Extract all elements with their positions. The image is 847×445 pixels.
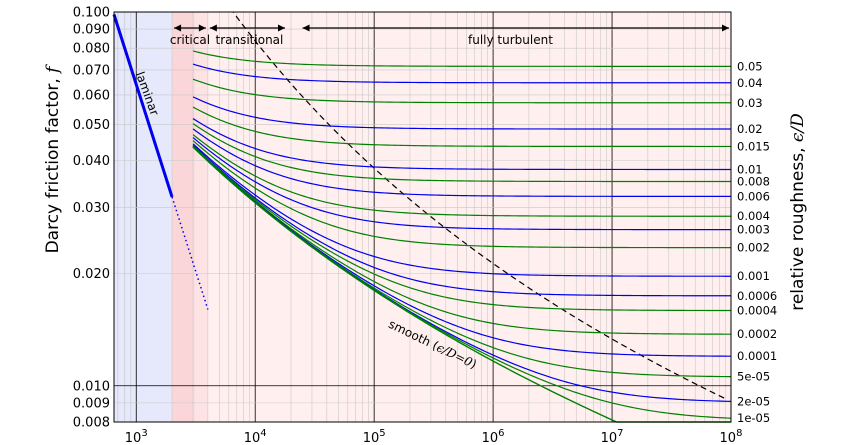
roughness-label: 0.015 xyxy=(737,139,770,153)
x-tick-label: 108 xyxy=(720,428,743,445)
laminar-extension xyxy=(171,196,209,310)
y-tick-label: 0.030 xyxy=(73,201,110,216)
y-tick-label: 0.008 xyxy=(73,416,110,431)
y-tick-label: 0.009 xyxy=(73,396,110,411)
x-tick-label: 103 xyxy=(125,428,148,445)
series-line xyxy=(192,143,731,277)
roughness-label: 0.001 xyxy=(737,269,770,283)
y-tick-label: 0.100 xyxy=(73,6,110,21)
series-line xyxy=(192,140,731,249)
turbulence-boundary xyxy=(232,11,725,399)
roughness-label: 0.04 xyxy=(737,76,763,90)
roughness-label: 0.01 xyxy=(737,162,763,176)
roughness-label: 0.008 xyxy=(737,175,770,189)
series-line xyxy=(192,134,731,217)
fully-turbulent-arrow-head-right xyxy=(722,24,729,32)
series-line xyxy=(192,144,731,297)
transitional-arrow-head-left xyxy=(209,24,217,32)
roughness-label: 0.0001 xyxy=(737,349,777,363)
fully-turbulent-label: fully turbulent xyxy=(468,33,553,47)
laminar-curve xyxy=(112,14,209,310)
y-tick-label: 0.020 xyxy=(73,267,110,282)
roughness-label: 0.02 xyxy=(737,122,763,136)
laminar-line xyxy=(112,14,174,198)
series-line xyxy=(192,96,731,130)
series-line xyxy=(192,145,732,335)
series-line xyxy=(192,78,731,104)
roughness-label: 0.03 xyxy=(737,96,763,110)
axes xyxy=(113,11,732,423)
turbulence-boundary-line xyxy=(232,11,725,399)
y-tick-label: 0.090 xyxy=(73,23,110,38)
roughness-label: 1e-05 xyxy=(737,411,770,425)
critical-arrow-head-left xyxy=(174,24,182,32)
roughness-curves xyxy=(192,50,732,423)
y-tick-label: 0.070 xyxy=(73,63,110,78)
flow-regions xyxy=(114,12,731,422)
roughness-label: 0.0004 xyxy=(737,304,777,318)
roughness-label: 0.0002 xyxy=(737,327,777,341)
roughness-label: 0.0006 xyxy=(737,289,777,303)
transitional-label: transitional xyxy=(216,33,284,47)
y-tick-label: 0.050 xyxy=(73,118,110,133)
series-line xyxy=(192,106,731,148)
tick-labels: 103 104 105 106 107 108 0.100 0.090 0.080 0.070 0.… xyxy=(73,6,743,445)
roughness-label: 0.006 xyxy=(737,189,770,203)
series-line xyxy=(192,63,731,84)
roughness-label: 5e-05 xyxy=(737,370,770,384)
series-line xyxy=(192,50,731,67)
critical-label: critical xyxy=(170,33,210,47)
grid xyxy=(114,11,732,423)
y-tick-label: 0.080 xyxy=(73,42,110,57)
plot-frame xyxy=(113,11,732,423)
fully-turbulent-arrow-head-left xyxy=(302,24,310,32)
x-tick-label: 104 xyxy=(244,428,267,445)
transitional-arrow-head-right xyxy=(278,24,286,32)
y-tick-label: 0.060 xyxy=(73,88,110,103)
y2-axis-label: relative roughness, ϵ/D xyxy=(788,113,808,311)
roughness-label: 0.05 xyxy=(737,59,763,73)
x-tick-label: 106 xyxy=(482,428,505,445)
roughness-label: 0.004 xyxy=(737,209,770,223)
y-tick-label: 0.040 xyxy=(73,154,110,169)
region-laminar xyxy=(114,12,173,422)
critical-arrow-head-right xyxy=(198,24,206,32)
region-transitional xyxy=(194,12,208,422)
series-line xyxy=(192,118,731,171)
series-line xyxy=(192,137,731,231)
roughness-label: 0.003 xyxy=(737,223,770,237)
roughness-label: 2e-05 xyxy=(737,394,770,408)
series-line xyxy=(192,145,732,312)
x-tick-label: 107 xyxy=(601,428,624,445)
y-tick-label: 0.010 xyxy=(73,379,110,394)
roughness-label: 0.002 xyxy=(737,241,770,255)
y-axis-label: Darcy friction factor, f xyxy=(43,64,63,254)
region-critical xyxy=(172,12,195,422)
series-line xyxy=(192,128,731,197)
x-tick-label: 105 xyxy=(363,428,386,445)
series-line xyxy=(192,123,731,183)
